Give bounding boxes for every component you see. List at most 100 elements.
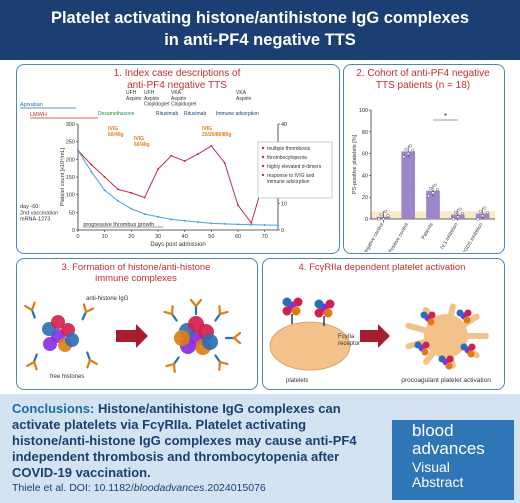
bound-complex-0-3 (291, 306, 301, 316)
igg-arm (24, 304, 34, 312)
activated-complex-4-3 (445, 362, 453, 370)
complex-igg-3 (165, 356, 180, 373)
activated-complex-1-3 (463, 316, 471, 324)
y-axis-label-left: Platelet count [x10⁹/mL] (59, 147, 66, 206)
dot-4 (481, 214, 485, 218)
panel2-title-line2: TTS patients (n = 18) (375, 80, 471, 91)
complex-histone-6 (202, 334, 218, 350)
activated-complex-2-1 (422, 341, 430, 349)
dot-1 (408, 144, 412, 148)
bar-2 (426, 190, 440, 219)
igg-arm (84, 307, 95, 314)
arrow-right (360, 324, 390, 348)
bound-complex-1-1 (325, 299, 335, 309)
platelet-count-point (237, 204, 239, 207)
igg-1 (24, 301, 36, 319)
immune-complex-diagram: 3. Formation of histone/anti-histone immu… (24, 262, 242, 380)
progressive-thrombus-label: progressive thrombus growth (83, 222, 154, 228)
igg-arm (214, 312, 222, 322)
dot-2 (431, 191, 435, 195)
y-tick-label: 0 (365, 217, 368, 223)
logo-line-3: Visual (412, 459, 450, 475)
dot-4 (485, 210, 489, 214)
d-dimer-point (197, 221, 199, 224)
left-tick-label: 300 (66, 122, 75, 128)
dot-0 (386, 214, 390, 218)
header-banner: Platelet activating histone/antihistone … (0, 0, 520, 60)
d-dimer-point (143, 213, 146, 216)
citation: Thiele et al. DOI: 10.1182/bloodadvances… (12, 482, 266, 494)
platelet-count-point (90, 163, 93, 166)
dot-4 (478, 209, 482, 213)
igg-2 (81, 303, 95, 321)
x-tick-label: 10 (102, 234, 108, 240)
cohort-bar-chart: 0 20 40 60 80 100 PS-positive platelets [%] Neg… (352, 108, 495, 252)
y-tick-label: 100 (359, 108, 368, 114)
dot-3 (458, 207, 462, 211)
dot-1 (404, 147, 408, 151)
index-case-chart: 0501001502002503000102030400102030405060… (20, 90, 333, 248)
activated-platelet-body (424, 314, 468, 358)
platelet-count-point (210, 144, 213, 147)
igg-arm (218, 360, 229, 366)
free-histones-label: free histones (50, 374, 84, 380)
panel1-title-line2: anti-PF4 negative TTS (127, 80, 227, 91)
dot-0 (381, 217, 385, 221)
complex-igg-6 (224, 331, 242, 345)
legend-bullet (261, 146, 265, 150)
x-tick-label: 0 (76, 234, 79, 240)
right-tick-label: 0 (281, 228, 284, 234)
platelet-count-point (103, 176, 106, 178)
activated-complex-2-3 (421, 348, 429, 356)
d-dimer-point (183, 219, 186, 222)
platelet-count-point (183, 160, 186, 163)
category-label-3: IV.3 inhibition (440, 222, 460, 251)
citation-suffix: .2024015076 (204, 482, 266, 494)
logo-line-1: blood (412, 421, 454, 440)
legend-bullet (261, 164, 265, 168)
left-tick-label: 100 (66, 193, 75, 199)
igg-arm (86, 351, 92, 362)
dot-2 (429, 186, 433, 190)
y-tick-label: 20 (362, 195, 368, 201)
y-tick-label: 40 (362, 173, 368, 179)
d-dimer-point (170, 218, 173, 221)
dot-0 (377, 217, 381, 221)
drug-rituximab-1: Rituximab (156, 111, 178, 117)
y-tick-label: 80 (362, 130, 368, 136)
bound-complex-1-3 (323, 308, 333, 318)
igg-arm (194, 298, 203, 308)
d-dimer-point (90, 170, 93, 173)
dot-2 (436, 188, 440, 192)
activated-complex-3-3 (467, 350, 475, 358)
bar-1 (401, 151, 416, 219)
dot-1 (402, 155, 406, 159)
platelet-body (269, 321, 351, 371)
activated-complex-1-2 (456, 309, 464, 317)
igg-arm (172, 362, 176, 373)
activated-complex-3-2 (460, 343, 468, 351)
left-tick-label: 0 (72, 228, 75, 234)
igg-arm (88, 358, 98, 366)
activated-complex-2-2 (414, 341, 422, 349)
activated-complex-3-1 (468, 343, 476, 351)
complex-igg-4 (214, 354, 229, 371)
bound-complex-1-4 (314, 308, 324, 318)
drug-rituximab-2: Rituximab (184, 111, 206, 117)
panel-cohort (343, 64, 505, 254)
dot-4 (476, 217, 480, 221)
igg-arm (172, 356, 180, 366)
drug-lmwh: LMWH (30, 112, 47, 118)
y-axis-label: PS-positive platelets [%] (352, 134, 358, 194)
platelet-count-point (117, 188, 119, 191)
panel2-title: 2. Cohort of anti-PF4 negative TTS patie… (343, 68, 503, 92)
conclusions: Conclusions: Histone/antihistone IgG com… (12, 401, 382, 481)
blood-advances-logo: blood advances Visual Abstract (392, 420, 514, 500)
platelet-count-point (223, 161, 226, 164)
d-dimer-point (77, 149, 79, 152)
vaccination-note: day -60: 2nd vaccination mRNA-1273 (20, 204, 58, 223)
activated-complex-1-1 (464, 309, 472, 317)
x-tick-label: 70 (262, 234, 268, 240)
igg-arm (214, 354, 222, 364)
d-dimer-point (210, 222, 213, 225)
